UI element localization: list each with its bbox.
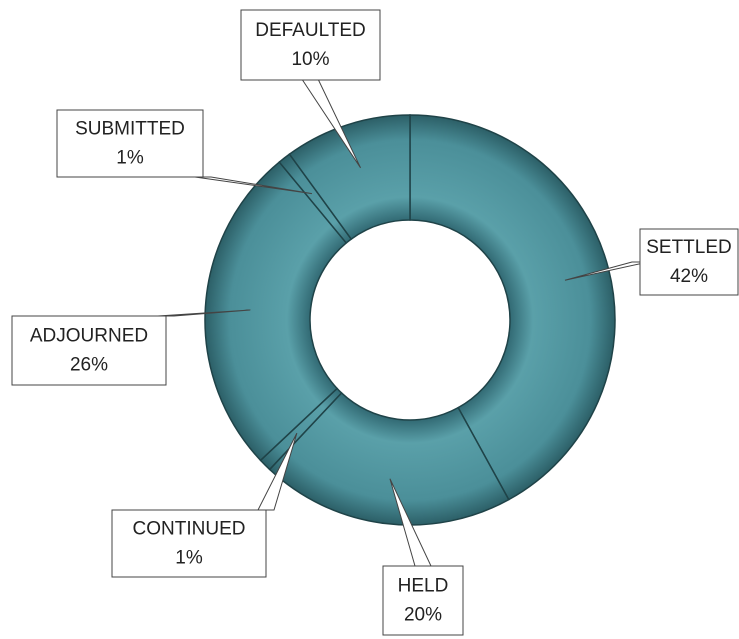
label-box [240,9,381,81]
value-label: 1% [175,548,203,569]
label-box [56,109,204,178]
category-label: SUBMITTED [75,119,185,140]
label-box [111,509,267,578]
label-box [11,315,167,386]
category-label: CONTINUED [133,519,246,540]
category-label: SETTLED [646,237,732,258]
donut-segment [288,114,411,241]
label-box [382,565,464,636]
category-label: ADJOURNED [30,326,148,347]
label-box [639,228,739,296]
value-label: 42% [670,266,708,287]
category-label: HELD [398,576,449,597]
value-label: 20% [404,605,442,626]
value-label: 1% [116,148,144,169]
category-label: DEFAULTED [255,20,366,41]
donut-segment [204,160,348,462]
value-label: 26% [70,355,108,376]
value-label: 10% [291,49,329,70]
donut-segment [409,114,616,501]
